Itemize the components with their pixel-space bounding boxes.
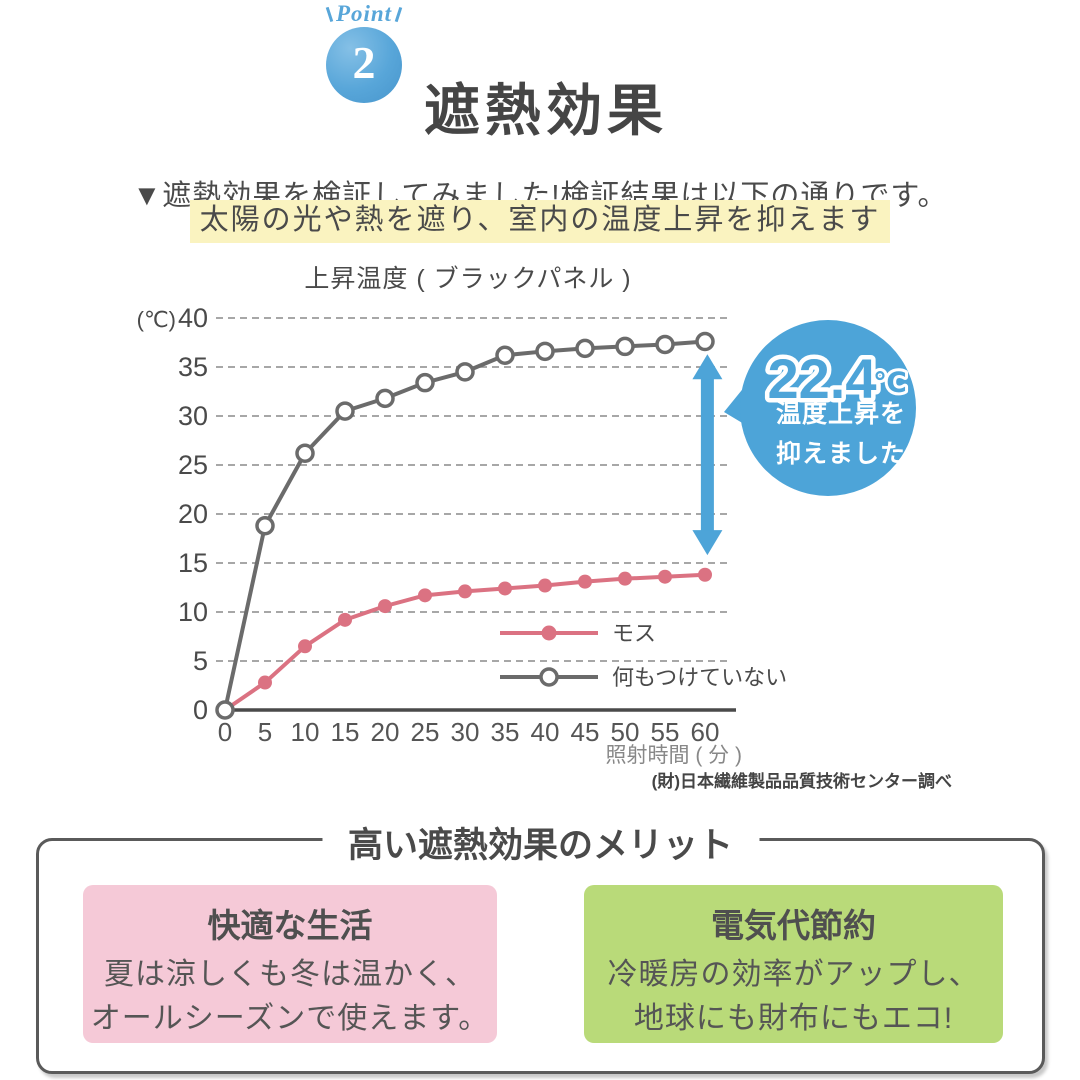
data-point-filled (658, 569, 672, 584)
point-badge: Point 2 (322, 1, 406, 103)
data-point-open (335, 401, 355, 421)
data-point-filled (618, 571, 632, 586)
point-label-text: Point (335, 1, 393, 26)
x-tick-label: 30 (451, 717, 480, 747)
callout-bubble: 22.4 ℃ 温度上昇を 抑えました! (724, 320, 916, 496)
y-tick-label: 35 (178, 352, 208, 382)
y-tick-label: 5 (193, 646, 208, 676)
x-tick-label: 0 (218, 717, 232, 747)
data-point-filled (298, 639, 312, 654)
difference-arrow-head-bottom (692, 530, 723, 556)
x-tick-label: 10 (291, 717, 320, 747)
x-tick-label: 60 (691, 717, 720, 747)
legend-marker-open (539, 667, 559, 687)
merit-0-line2: オールシーズンで使えます。 (90, 1001, 490, 1035)
merits-panel: 高い遮熱効果のメリット 快適な生活 夏は涼しくも冬は温かく、 オールシーズンで使… (36, 817, 1045, 1074)
data-point-open (535, 341, 555, 362)
x-tick-label: 15 (331, 717, 360, 747)
data-point-filled (498, 581, 512, 596)
difference-arrow-head-top (692, 354, 723, 380)
x-tick-label: 25 (411, 717, 440, 747)
data-point-filled (578, 574, 592, 589)
y-tick-label: 25 (178, 450, 208, 480)
y-tick-label: 40 (178, 303, 208, 333)
chart-source: (財)日本繊維製品品質技術センター調べ (652, 771, 952, 791)
merit-box-0: 快適な生活 夏は涼しくも冬は温かく、 オールシーズンで使えます。 (83, 885, 497, 1043)
data-point-open (375, 388, 395, 409)
data-point-open (255, 516, 275, 536)
merit-box-1: 電気代節約 冷暖房の効率がアップし、 地球にも財布にもエコ! (584, 885, 1003, 1043)
data-point-open (295, 443, 315, 463)
data-point-filled (458, 584, 472, 599)
merit-1-line2: 地球にも財布にもエコ! (633, 1001, 954, 1035)
x-tick-label: 55 (651, 717, 680, 747)
data-point-open (615, 336, 635, 357)
data-point-filled (258, 675, 272, 690)
speech-bubble-circle (740, 320, 916, 496)
data-point-filled (378, 599, 392, 614)
y-tick-label: 20 (178, 499, 208, 529)
data-point-filled (698, 567, 712, 582)
x-tick-label: 20 (371, 717, 400, 747)
data-point-open (455, 362, 475, 382)
legend-marker-filled (541, 625, 557, 641)
callout-unit: ℃ (873, 367, 907, 398)
legend-label: 何もつけていない (612, 665, 787, 690)
merit-1-title: 電気代節約 (711, 907, 876, 944)
page-title: 遮熱効果 (424, 78, 668, 142)
y-tick-label: 30 (178, 401, 208, 431)
x-tick-label: 35 (491, 717, 520, 747)
data-point-open (215, 700, 235, 720)
callout-value: 22.4 (768, 347, 877, 410)
highlight-text: 太陽の光や熱を遮り、室内の温度上昇を抑えます (189, 200, 891, 243)
data-point-open (575, 338, 595, 359)
callout-line1: 温度上昇を (776, 399, 906, 428)
point-number: 2 (352, 37, 376, 88)
y-tick-label: 15 (178, 548, 208, 578)
merits-title: 高い遮熱効果のメリット (321, 817, 760, 868)
data-point-filled (418, 588, 432, 603)
point-number-circle: 2 (326, 27, 402, 103)
x-tick-label: 45 (571, 717, 600, 747)
y-tick-label: 10 (178, 597, 208, 627)
data-point-open (695, 331, 715, 352)
data-point-filled (538, 578, 552, 593)
data-point-filled (338, 612, 352, 627)
merit-0-line1: 夏は涼しくも冬は温かく、 (104, 958, 476, 991)
y-tick-label: 0 (193, 695, 208, 725)
data-point-open (415, 372, 435, 393)
merit-0-title: 快適な生活 (207, 907, 373, 944)
callout-line2: 抑えました! (776, 440, 915, 468)
legend-label: モス (612, 621, 656, 646)
chart-title: 上昇温度 ( ブラックパネル ) (304, 265, 631, 293)
data-point-open (495, 345, 515, 365)
x-tick-label: 40 (531, 717, 560, 747)
highlight-row: 太陽の光や熱を遮り、室内の温度上昇を抑えます (0, 196, 1080, 243)
x-axis-label: 照射時間 ( 分 ) (606, 744, 743, 767)
data-point-open (655, 334, 675, 355)
x-tick-label: 50 (611, 717, 640, 747)
point-label: Point (322, 1, 406, 26)
y-axis-unit: (℃) (137, 307, 176, 332)
merit-1-line1: 冷暖房の効率がアップし、 (607, 958, 980, 991)
x-tick-label: 5 (258, 717, 272, 747)
